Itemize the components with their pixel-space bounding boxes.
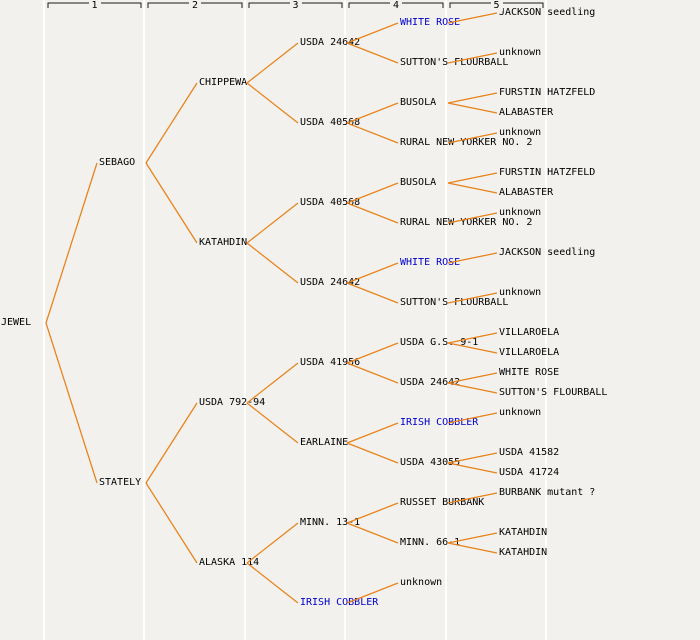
node-label-unknown: unknown bbox=[499, 407, 542, 418]
node-label-busola: BUSOLA bbox=[400, 177, 437, 188]
node-label-white-rose[interactable]: WHITE ROSE bbox=[400, 17, 461, 28]
node-label-sutton-s-flourball: SUTTON'S FLOURBALL bbox=[400, 297, 509, 308]
node-label-usda-41956: USDA 41956 bbox=[300, 357, 361, 368]
node-label-furstin-hatzfeld: FURSTIN HATZFELD bbox=[499, 167, 596, 178]
node-label-russet-burbank: RUSSET BURBANK bbox=[400, 497, 485, 508]
node-label-irish-cobbler[interactable]: IRISH COBBLER bbox=[300, 597, 379, 608]
node-label-busola: BUSOLA bbox=[400, 97, 437, 108]
node-label-alaska-114: ALASKA 114 bbox=[199, 557, 260, 568]
node-label-furstin-hatzfeld: FURSTIN HATZFELD bbox=[499, 87, 596, 98]
node-label-usda-41582: USDA 41582 bbox=[499, 447, 560, 458]
node-label-sebago: SEBAGO bbox=[99, 157, 136, 168]
node-label-unknown: unknown bbox=[499, 207, 542, 218]
node-label-earlaine: EARLAINE bbox=[300, 437, 349, 448]
node-label-sutton-s-flourball: SUTTON'S FLOURBALL bbox=[400, 57, 509, 68]
node-label-usda-24642: USDA 24642 bbox=[400, 377, 461, 388]
node-label-jackson-seedling: JACKSON seedling bbox=[499, 7, 596, 18]
node-label-stately: STATELY bbox=[99, 477, 142, 488]
node-label-usda-43055: USDA 43055 bbox=[400, 457, 461, 468]
node-label-minn-13-1: MINN. 13-1 bbox=[300, 517, 361, 528]
generation-header-3: 3 bbox=[289, 0, 302, 11]
node-label-white-rose: WHITE ROSE bbox=[499, 367, 560, 378]
node-label-usda-g-s-9-1: USDA G.S. 9-1 bbox=[400, 337, 479, 348]
node-label-jackson-seedling: JACKSON seedling bbox=[499, 247, 596, 258]
generation-header-4: 4 bbox=[389, 0, 403, 11]
node-label-usda-24642: USDA 24642 bbox=[300, 37, 361, 48]
node-label-usda-41724: USDA 41724 bbox=[499, 467, 560, 478]
node-label-katahdin: KATAHDIN bbox=[499, 527, 548, 538]
node-label-usda-792-94: USDA 792-94 bbox=[199, 397, 266, 408]
node-label-alabaster: ALABASTER bbox=[499, 107, 554, 118]
node-label-katahdin: KATAHDIN bbox=[199, 237, 248, 248]
node-label-unknown: unknown bbox=[499, 287, 542, 298]
node-label-katahdin: KATAHDIN bbox=[499, 547, 548, 558]
node-label-villaroela: VILLAROELA bbox=[499, 327, 560, 338]
node-label-unknown: unknown bbox=[400, 577, 443, 588]
node-label-rural-new-yorker-no-2: RURAL NEW YORKER NO. 2 bbox=[400, 217, 533, 228]
generation-header-2: 2 bbox=[188, 0, 202, 11]
node-label-sutton-s-flourball: SUTTON'S FLOURBALL bbox=[499, 387, 608, 398]
node-label-unknown: unknown bbox=[499, 127, 542, 138]
generation-header-5: 5 bbox=[490, 0, 503, 11]
node-label-villaroela: VILLAROELA bbox=[499, 347, 560, 358]
node-label-unknown: unknown bbox=[499, 47, 542, 58]
node-label-usda-24642: USDA 24642 bbox=[300, 277, 361, 288]
generation-header-1: 1 bbox=[88, 0, 101, 11]
node-label-jewel: JEWEL bbox=[1, 317, 32, 328]
node-label-chippewa: CHIPPEWA bbox=[199, 77, 248, 88]
node-label-white-rose[interactable]: WHITE ROSE bbox=[400, 257, 461, 268]
node-label-burbank-mutant: BURBANK mutant ? bbox=[499, 487, 596, 498]
node-label-minn-66-1: MINN. 66-1 bbox=[400, 537, 461, 548]
node-label-usda-40568: USDA 40568 bbox=[300, 117, 361, 128]
node-label-irish-cobbler[interactable]: IRISH COBBLER bbox=[400, 417, 479, 428]
node-label-alabaster: ALABASTER bbox=[499, 187, 554, 198]
node-label-rural-new-yorker-no-2: RURAL NEW YORKER NO. 2 bbox=[400, 137, 533, 148]
node-label-usda-40568: USDA 40568 bbox=[300, 197, 361, 208]
